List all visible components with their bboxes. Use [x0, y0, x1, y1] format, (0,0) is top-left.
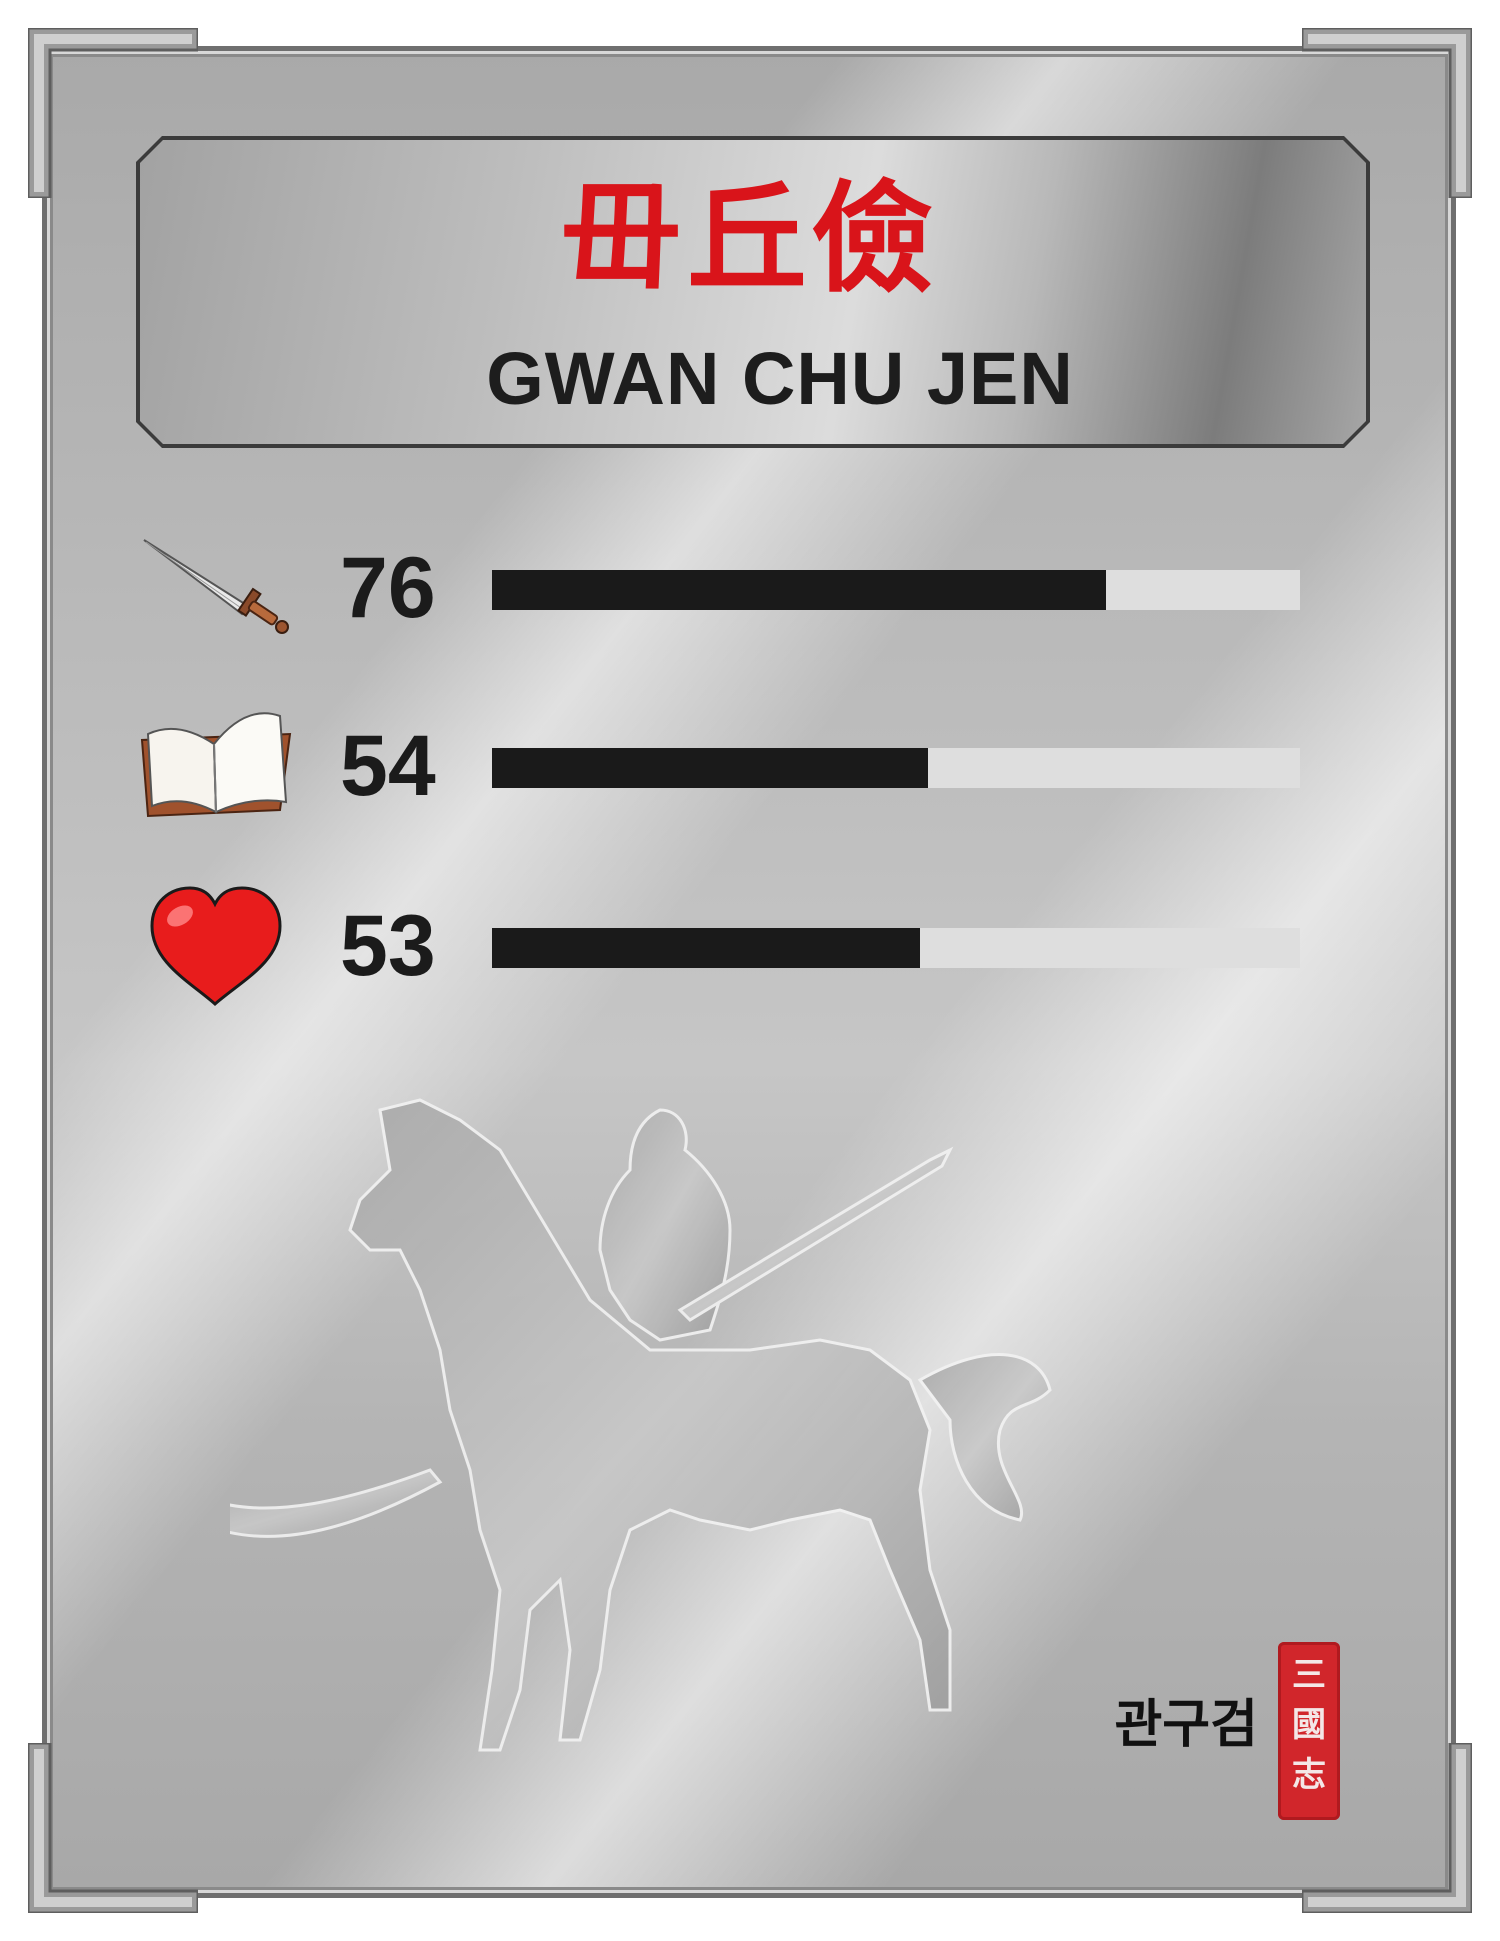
- stat-row-health: 53: [130, 878, 1310, 1008]
- strength-bar-fill: [492, 570, 1107, 610]
- health-value: 53: [340, 898, 436, 994]
- strength-value: 76: [340, 540, 436, 636]
- corner-bracket-bottom-right: [1302, 1743, 1472, 1913]
- stat-row-intelligence: 54: [130, 698, 1310, 828]
- book-icon: [130, 698, 300, 828]
- intelligence-bar-fill: [492, 748, 929, 788]
- stat-row-strength: 76: [130, 520, 1310, 650]
- strength-bar: [492, 570, 1300, 610]
- corner-bracket-bottom-left: [28, 1743, 198, 1913]
- korean-name: 관구검: [1114, 1694, 1258, 1755]
- heart-icon: [130, 878, 300, 1008]
- horse-rider-emblem: [230, 1050, 1130, 1810]
- sword-icon: [130, 520, 300, 650]
- english-name: GWAN CHU JEN: [486, 337, 1074, 420]
- seal-char-3: 志: [1292, 1755, 1326, 1795]
- intelligence-bar: [492, 748, 1300, 788]
- chinese-name: 毌丘儉: [561, 170, 939, 309]
- three-kingdoms-seal: 三 國 志: [1278, 1642, 1340, 1820]
- name-plate-surface: [140, 140, 1366, 444]
- health-bar-fill: [492, 928, 921, 968]
- name-plate: [136, 136, 1370, 448]
- corner-bracket-top-left: [28, 28, 198, 198]
- corner-bracket-top-right: [1302, 28, 1472, 198]
- seal-char-1: 三: [1292, 1655, 1326, 1695]
- seal-char-2: 國: [1292, 1705, 1326, 1745]
- intelligence-value: 54: [340, 718, 436, 814]
- health-bar: [492, 928, 1300, 968]
